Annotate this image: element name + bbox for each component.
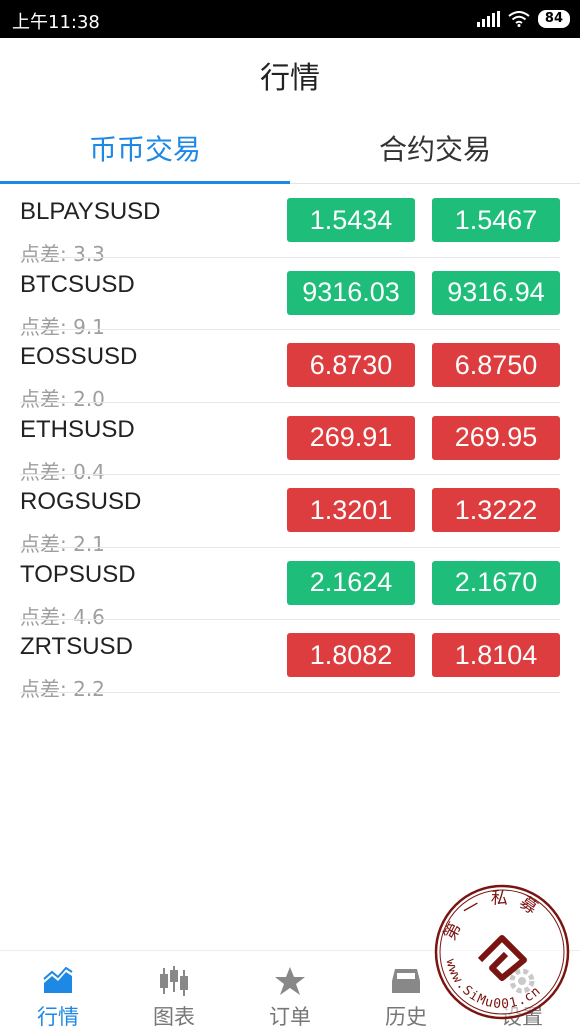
symbol-name: ZRTSUSD — [20, 633, 133, 660]
bid-price-button[interactable]: 6.8730 — [287, 343, 415, 387]
ask-price-button[interactable]: 1.3222 — [432, 488, 560, 532]
tab-bar: 币币交易 合约交易 — [0, 112, 580, 184]
status-bar: 上午11:38 84 — [0, 0, 580, 38]
row-divider — [20, 474, 560, 475]
spread-value: 点差: 2.1 — [20, 532, 105, 556]
quote-row[interactable]: ZRTSUSD 点差: 2.2 1.8082 1.8104 — [0, 620, 580, 701]
nav-chart[interactable]: 图表 — [116, 951, 232, 1031]
tab-coin-trading[interactable]: 币币交易 — [0, 112, 290, 184]
quote-row[interactable]: EOSSUSD 点差: 2.0 6.8730 6.8750 — [0, 330, 580, 411]
tab-contract-trading[interactable]: 合约交易 — [378, 132, 491, 166]
ask-price-button[interactable]: 6.8750 — [432, 343, 560, 387]
row-divider — [20, 401, 560, 403]
nav-history[interactable]: 历史 — [348, 951, 464, 1031]
row-divider — [20, 546, 560, 548]
symbol-name: TOPSUSD — [20, 560, 136, 588]
quote-row[interactable]: TOPSUSD 点差: 4.6 2.1624 2.1670 — [0, 548, 580, 629]
row-divider — [20, 329, 560, 330]
quote-row[interactable]: ROGSUSD 点差: 2.1 1.3201 1.3222 — [0, 475, 580, 556]
bid-price-button[interactable]: 1.3201 — [287, 488, 415, 532]
ask-price-button[interactable]: 2.1670 — [432, 560, 560, 605]
bid-price-button[interactable]: 1.5434 — [287, 198, 415, 242]
bottom-nav: 行情 图表 订单 历史 — [0, 950, 580, 1031]
bid-price-button[interactable]: 9316.03 — [287, 270, 415, 315]
watermark-seal: 第一私募 www.SiMu001.cn — [434, 884, 570, 1020]
symbol-name: ROGSUSD — [20, 488, 142, 515]
star-icon — [273, 965, 307, 997]
ask-price-button[interactable]: 1.5467 — [432, 198, 560, 242]
quote-list: BLPAYSUSD 点差: 3.3 1.5434 1.5467 BTCSUSD 点差: 9… — [0, 185, 580, 701]
nav-orders[interactable]: 订单 — [232, 951, 348, 1031]
spread-value: 点差: 4.6 — [20, 604, 105, 629]
quote-row[interactable]: BTCSUSD 点差: 9.1 9316.03 9316.94 — [0, 258, 580, 339]
symbol-name: BLPAYSUSD — [20, 198, 161, 225]
symbol-name: BTCSUSD — [20, 270, 135, 298]
status-time: 上午11:38 — [12, 12, 100, 33]
row-divider — [20, 256, 560, 258]
nav-market[interactable]: 行情 — [0, 951, 116, 1031]
row-divider — [20, 619, 560, 620]
inbox-icon — [389, 965, 423, 997]
battery-icon: 84 — [537, 10, 570, 28]
wifi-icon — [508, 11, 530, 27]
bid-price-button[interactable]: 2.1624 — [287, 560, 415, 605]
nav-history-label: 历史 — [385, 1005, 427, 1029]
spread-value: 点差: 2.2 — [20, 677, 105, 701]
ask-price-button[interactable]: 269.95 — [432, 415, 560, 460]
symbol-name: ETHSUSD — [20, 415, 135, 443]
signal-icon — [476, 11, 500, 27]
ask-price-button[interactable]: 1.8104 — [432, 633, 560, 677]
spread-value: 点差: 3.3 — [20, 242, 105, 266]
page-title: 行情 — [260, 61, 320, 96]
nav-chart-label: 图表 — [153, 1005, 195, 1029]
symbol-name: EOSSUSD — [20, 343, 138, 370]
ask-price-button[interactable]: 9316.94 — [432, 270, 560, 315]
candlestick-icon — [157, 965, 191, 997]
header: 行情 — [0, 38, 580, 112]
spread-value: 点差: 2.0 — [20, 387, 105, 411]
spread-value: 点差: 9.1 — [20, 314, 105, 339]
row-divider — [20, 691, 560, 693]
status-icons: 84 — [476, 8, 570, 30]
market-chart-icon — [41, 965, 75, 997]
nav-orders-label: 订单 — [269, 1005, 311, 1029]
bid-price-button[interactable]: 1.8082 — [287, 633, 415, 677]
nav-market-label: 行情 — [37, 1005, 79, 1029]
spread-value: 点差: 0.4 — [20, 459, 105, 484]
quote-row[interactable]: ETHSUSD 点差: 0.4 269.91 269.95 — [0, 403, 580, 484]
bid-price-button[interactable]: 269.91 — [287, 415, 415, 460]
quote-row[interactable]: BLPAYSUSD 点差: 3.3 1.5434 1.5467 — [0, 185, 580, 266]
